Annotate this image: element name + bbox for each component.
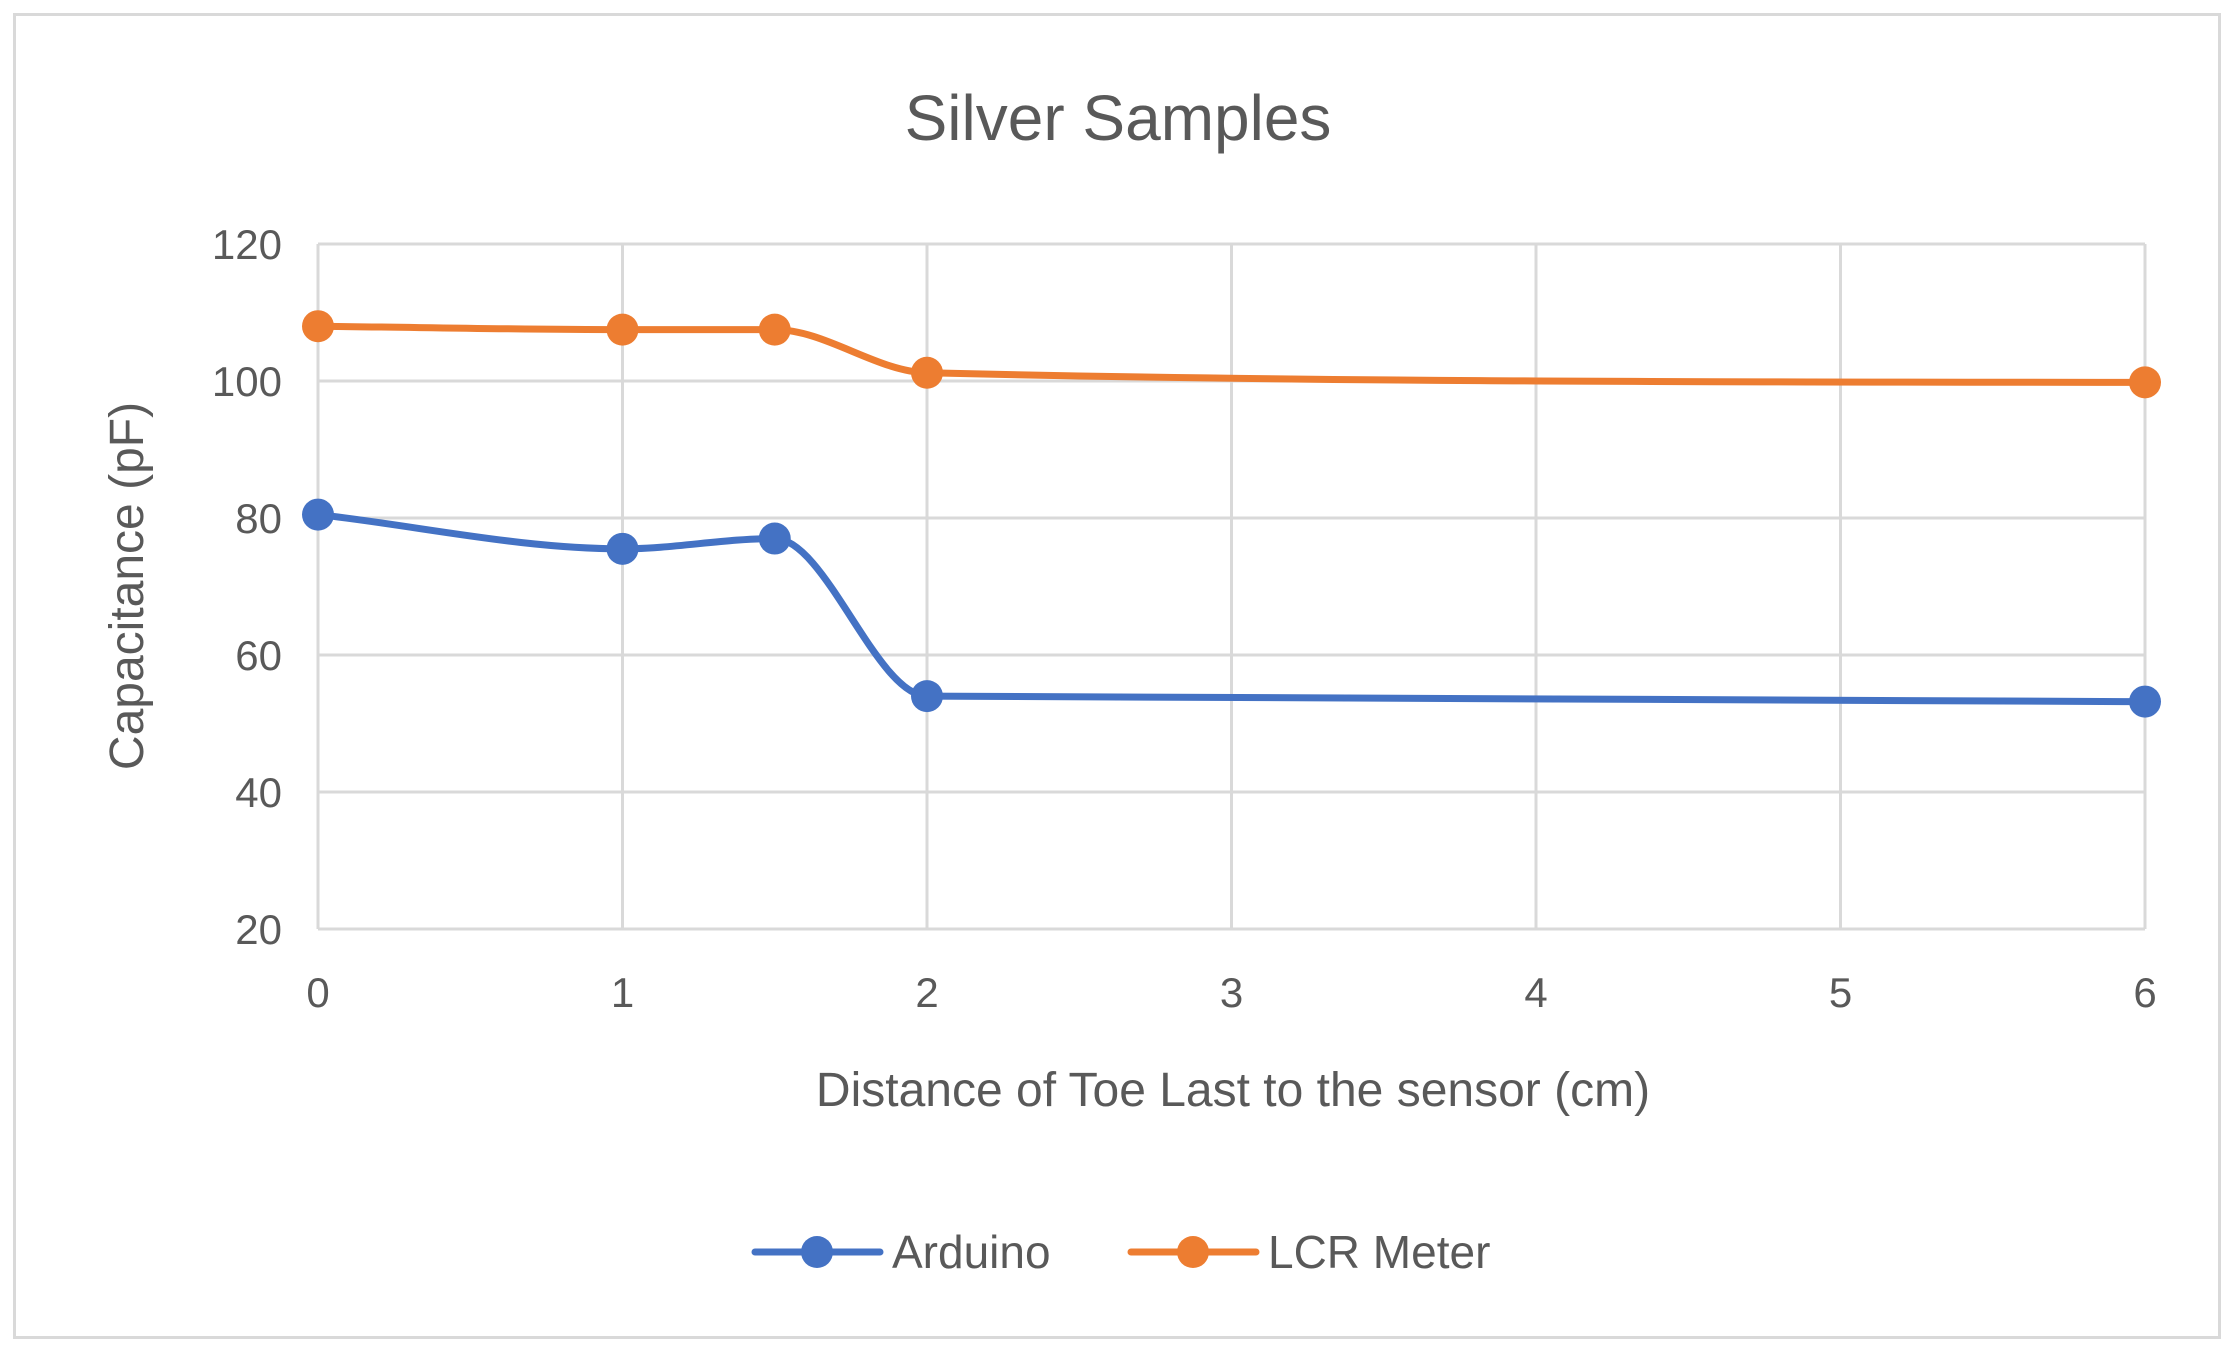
x-tick-label: 6	[2133, 969, 2156, 1016]
legend-item-lcr-meter: LCR Meter	[1127, 1226, 1490, 1278]
y-tick-label: 80	[235, 495, 282, 542]
chart-title: Silver Samples	[905, 82, 1332, 154]
y-tick-label: 120	[212, 221, 282, 268]
y-axis-ticks: 20 40 60 80 100 120	[212, 221, 282, 953]
x-tick-label: 5	[1829, 969, 1852, 1016]
data-point	[911, 356, 943, 389]
chart-area	[13, 13, 2221, 1339]
x-axis-title: Distance of Toe Last to the sensor (cm)	[816, 1064, 1650, 1117]
x-tick-label: 4	[1524, 969, 1547, 1016]
x-tick-label: 1	[611, 969, 634, 1016]
data-point	[2129, 685, 2161, 718]
y-tick-label: 100	[212, 358, 282, 405]
data-point	[911, 680, 943, 713]
legend-label: LCR Meter	[1268, 1226, 1490, 1278]
data-point	[606, 532, 639, 565]
x-tick-label: 3	[1220, 969, 1243, 1016]
data-point	[302, 310, 334, 343]
x-tick-label: 2	[915, 969, 938, 1016]
y-tick-label: 40	[235, 769, 282, 816]
legend-label: Arduino	[892, 1226, 1051, 1278]
data-point	[606, 313, 639, 346]
y-tick-label: 20	[235, 906, 282, 953]
gridlines	[316, 242, 2147, 931]
legend-marker-swatch	[1177, 1236, 1209, 1268]
data-point	[758, 522, 791, 555]
legend-marker-swatch	[801, 1236, 833, 1268]
series-line	[314, 322, 2149, 386]
series-arduino	[302, 498, 2161, 718]
plot-series	[302, 310, 2161, 718]
x-axis-ticks: 0 1 2 3 4 5 6	[306, 969, 2156, 1016]
y-axis-title: Capacitance (pF)	[101, 402, 154, 770]
y-tick-label: 60	[235, 632, 282, 679]
data-point	[302, 498, 334, 531]
series-lcr-meter	[302, 310, 2161, 399]
series-line	[314, 511, 2149, 706]
data-point	[2129, 366, 2161, 399]
x-tick-label: 0	[306, 969, 329, 1016]
legend-item-arduino: Arduino	[751, 1226, 1051, 1278]
data-point	[758, 313, 791, 346]
legend: Arduino LCR Meter	[751, 1226, 1490, 1278]
